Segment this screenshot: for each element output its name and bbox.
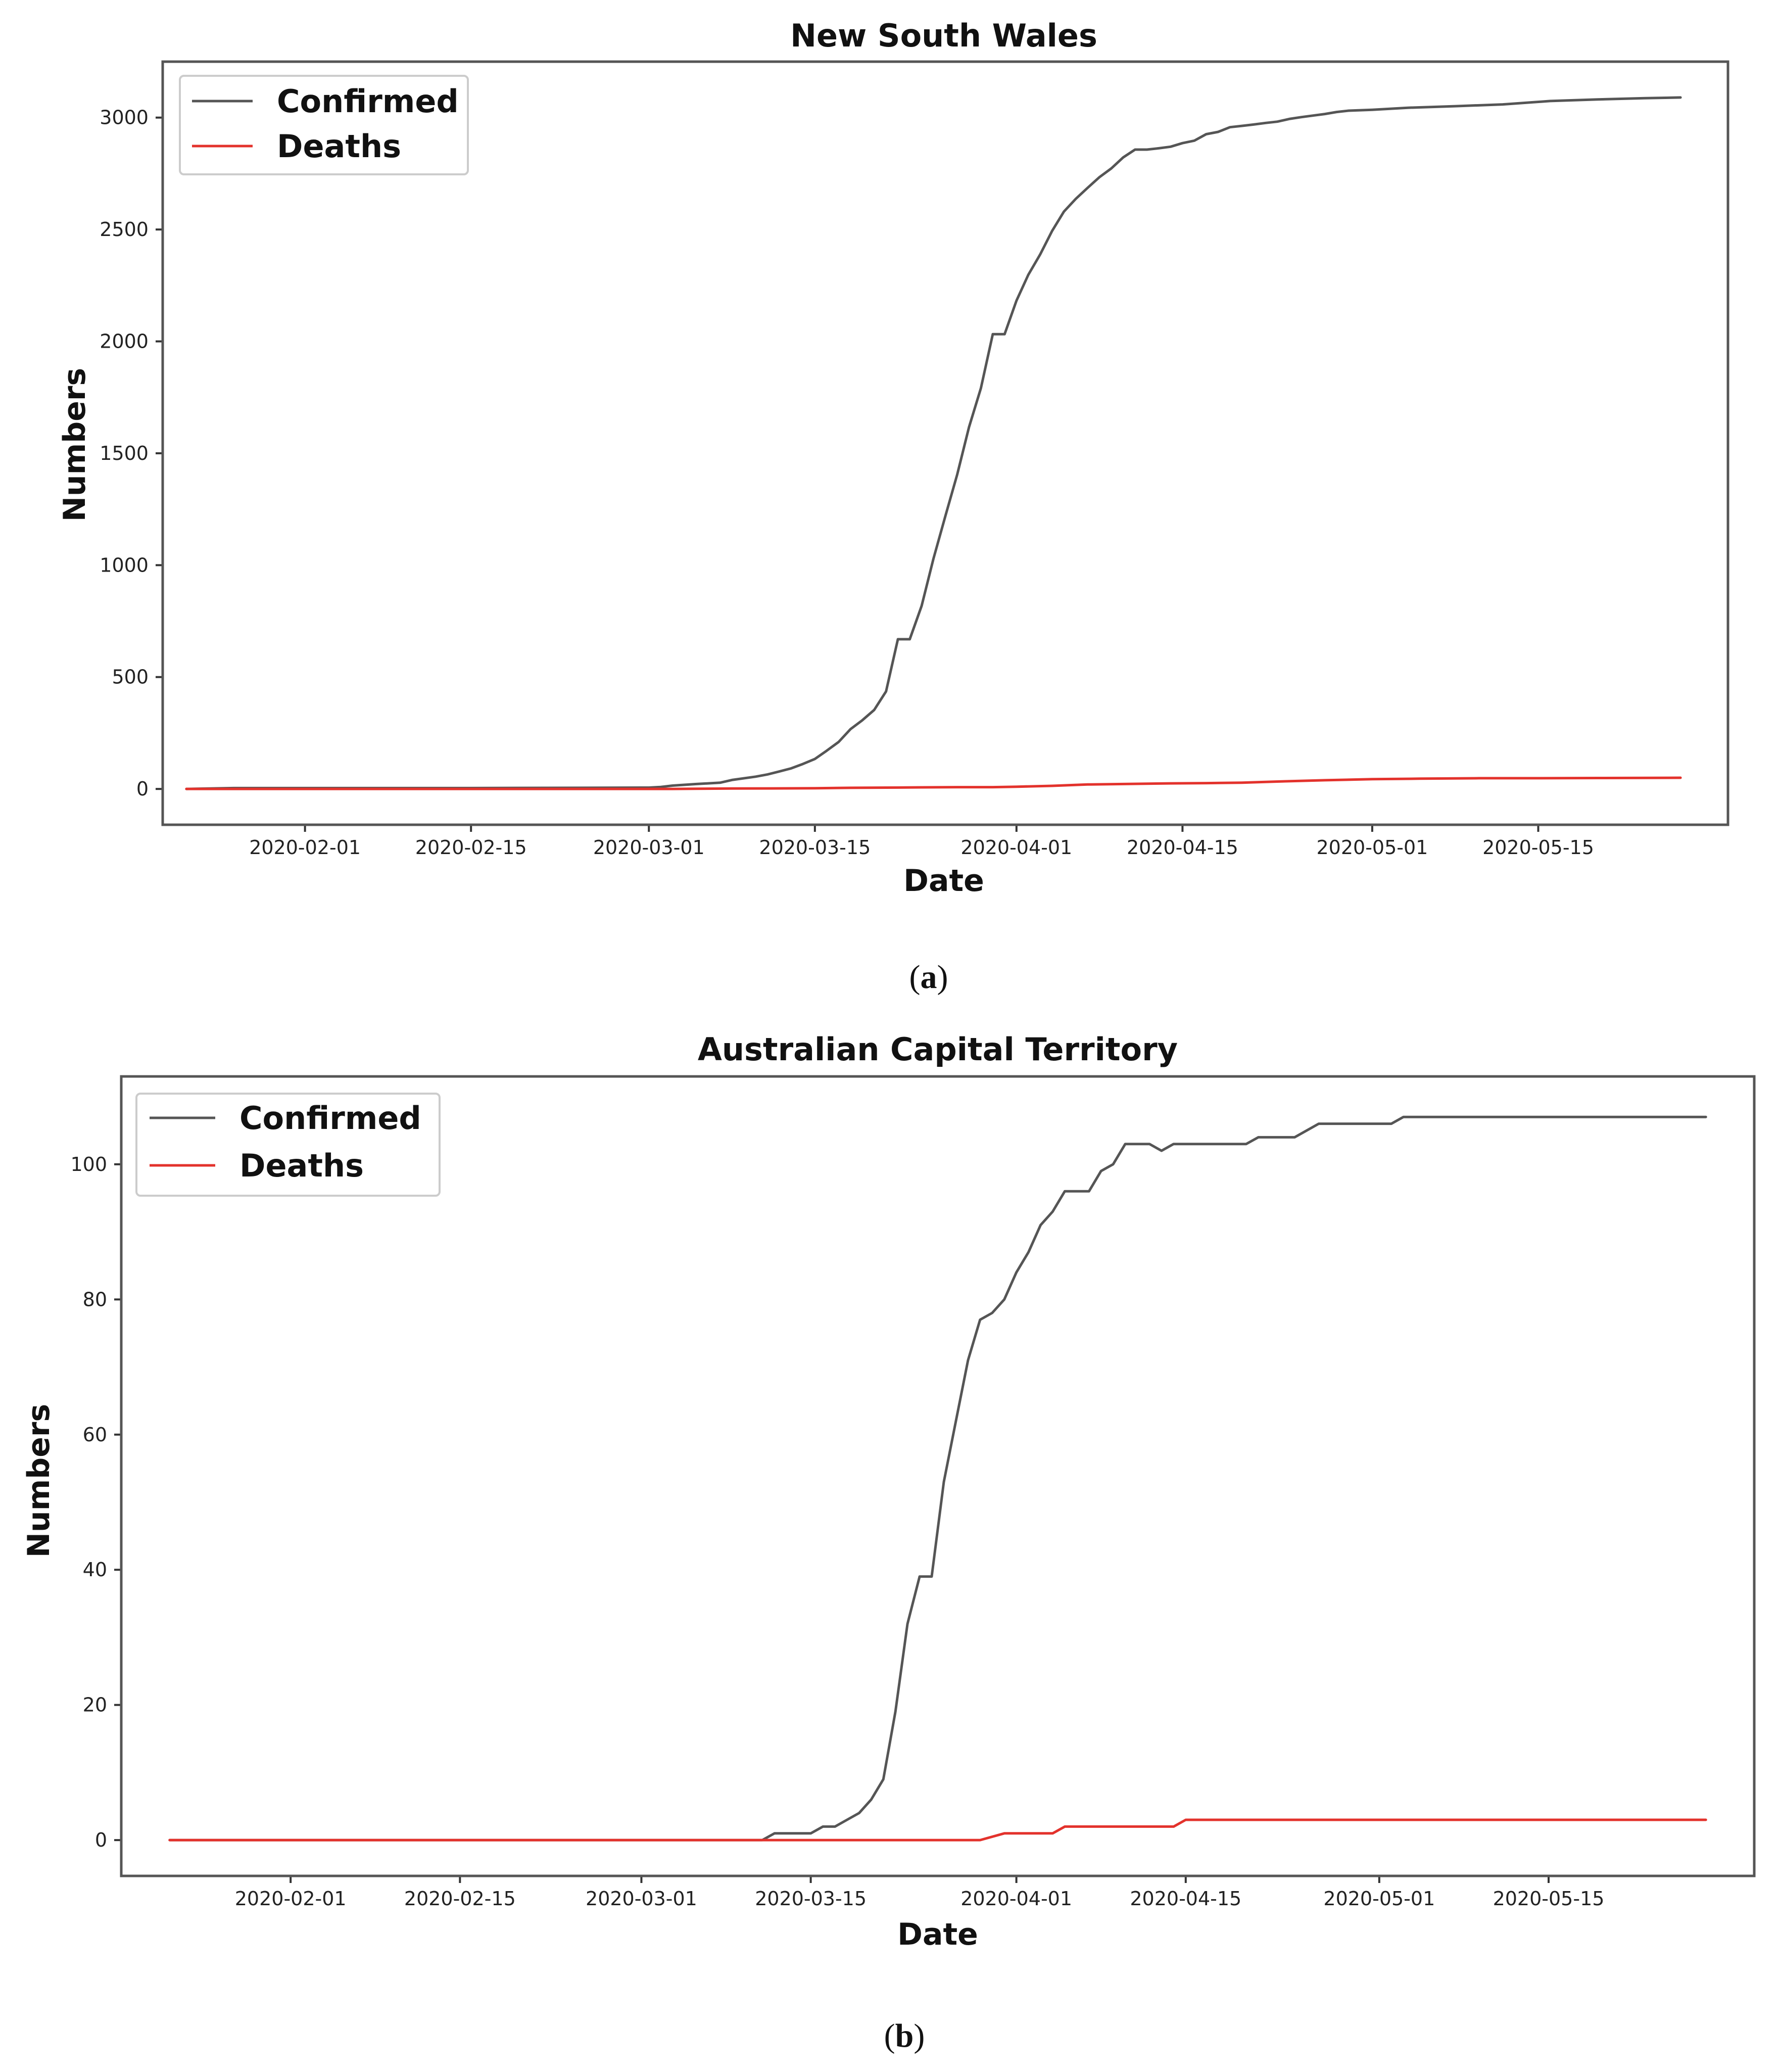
plot-frame-b — [120, 1075, 1756, 1877]
x-tick-label-b: 2020-05-01 — [1323, 1888, 1435, 1910]
x-tick-label-a: 2020-03-15 — [759, 836, 871, 859]
chart-title-b: Australian Capital Territory — [698, 1031, 1178, 1068]
y-tick-label-b: 60 — [83, 1424, 107, 1446]
y-tick-label-a: 2000 — [100, 331, 149, 353]
chart-panel-b: Australian Capital Territory 0 20 40 60 80 10… — [21, 1031, 1756, 2054]
caption-b: (b) — [884, 2017, 925, 2054]
x-tick-label-a: 2020-04-15 — [1127, 836, 1238, 859]
plot-area-b: 0 20 40 60 80 100 2020-02-01 2020-02-15 2020-03-… — [70, 1115, 1707, 1910]
x-tick-label-b: 2020-02-15 — [404, 1888, 516, 1910]
series-line-deaths-b — [168, 1818, 1707, 1842]
legend-a: Confirmed Deaths — [179, 75, 469, 175]
y-axis-label-a: Numbers — [57, 368, 92, 522]
series-line-confirmed-a — [185, 96, 1682, 790]
x-tick-label-b: 2020-03-01 — [586, 1888, 697, 1910]
chart-panel-a: New South Wales 0 500 1000 1500 2000 2500 3000… — [57, 17, 1729, 996]
plot-frame-a — [161, 60, 1729, 826]
x-tick-label-a: 2020-04-01 — [960, 836, 1072, 859]
y-tick-label-b: 100 — [70, 1153, 107, 1175]
y-tick-label-a: 0 — [136, 778, 149, 800]
y-tick-label-a: 500 — [112, 666, 149, 688]
x-tick-label-b: 2020-04-15 — [1130, 1888, 1241, 1910]
legend-label-confirmed-b: Confirmed — [239, 1100, 421, 1137]
x-tick-label-b: 2020-05-15 — [1493, 1888, 1605, 1910]
x-axis-label-b: Date — [897, 1917, 978, 1952]
x-tick-label-a: 2020-03-01 — [593, 836, 705, 859]
y-tick-label-a: 1000 — [100, 554, 149, 576]
chart-title-a: New South Wales — [790, 17, 1097, 54]
legend-label-deaths-a: Deaths — [277, 128, 401, 165]
y-tick-label-a: 1500 — [100, 442, 149, 464]
legend-label-deaths-b: Deaths — [239, 1147, 364, 1184]
x-tick-label-b: 2020-03-15 — [755, 1888, 867, 1910]
x-tick-label-a: 2020-02-01 — [249, 836, 361, 859]
caption-a: (a) — [909, 959, 948, 996]
legend-label-confirmed-a: Confirmed — [277, 83, 459, 120]
y-tick-label-a: 3000 — [100, 107, 149, 129]
y-tick-label-b: 80 — [83, 1288, 107, 1310]
caption-letter-a: a — [921, 959, 937, 996]
x-axis-label-a: Date — [903, 863, 984, 899]
x-tick-label-a: 2020-05-15 — [1482, 836, 1594, 859]
x-tick-label-b: 2020-02-01 — [235, 1888, 347, 1910]
y-tick-label-a: 2500 — [100, 218, 149, 241]
x-tick-label-a: 2020-05-01 — [1316, 836, 1428, 859]
series-line-confirmed-b — [168, 1115, 1707, 1842]
series-line-deaths-a — [185, 776, 1682, 790]
plot-area-a: 0 500 1000 1500 2000 2500 3000 2020-02-01 2020-0… — [100, 96, 1682, 859]
y-tick-label-b: 20 — [83, 1694, 107, 1716]
caption-letter-b: b — [895, 2017, 914, 2054]
x-tick-label-b: 2020-04-01 — [960, 1888, 1072, 1910]
y-axis-label-b: Numbers — [21, 1404, 57, 1558]
y-tick-label-b: 0 — [95, 1829, 107, 1851]
y-tick-label-b: 40 — [83, 1559, 107, 1581]
x-tick-label-a: 2020-02-15 — [415, 836, 527, 859]
legend-b: Confirmed Deaths — [135, 1093, 441, 1197]
